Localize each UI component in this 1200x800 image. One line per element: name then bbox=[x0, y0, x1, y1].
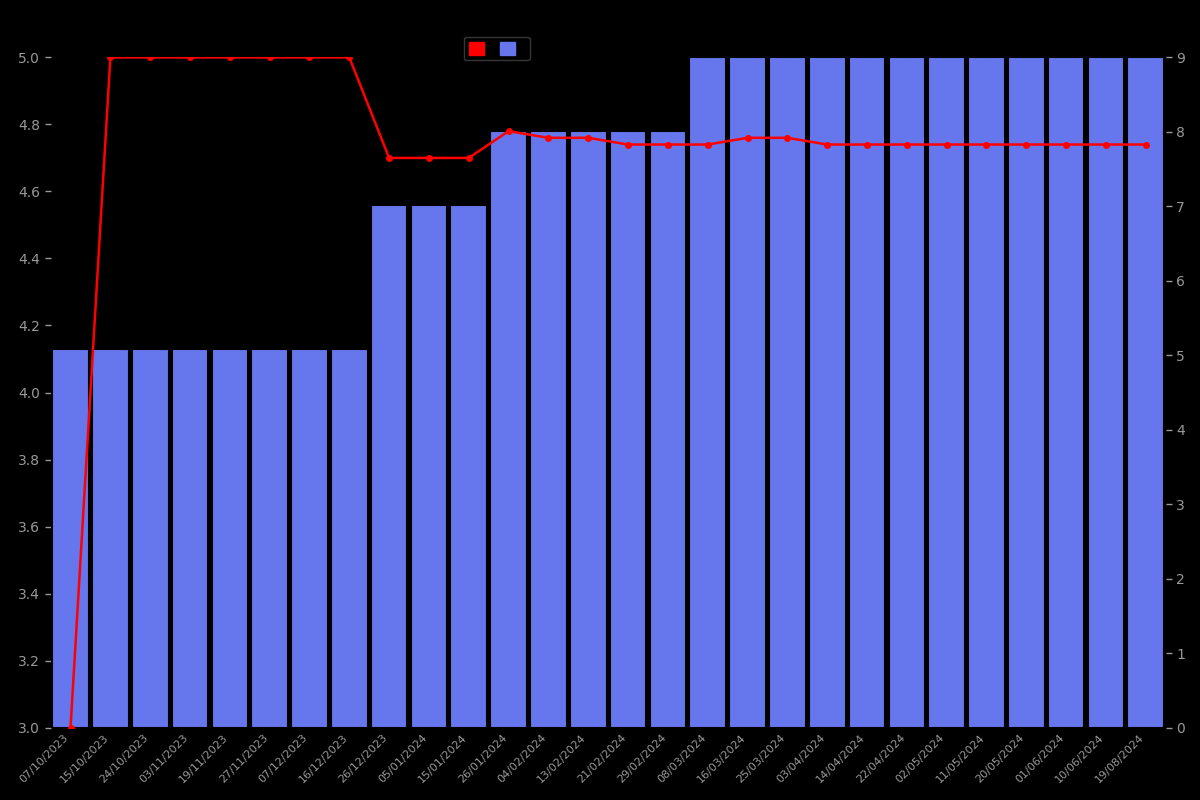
Bar bbox=[769, 58, 805, 728]
Bar bbox=[730, 58, 766, 728]
Bar bbox=[1008, 58, 1045, 728]
Bar bbox=[570, 131, 606, 728]
Bar bbox=[371, 205, 408, 728]
Bar bbox=[292, 349, 328, 728]
Bar bbox=[53, 349, 89, 728]
Bar bbox=[610, 131, 647, 728]
Bar bbox=[450, 205, 487, 728]
Bar bbox=[251, 349, 288, 728]
Bar bbox=[331, 349, 367, 728]
Bar bbox=[888, 58, 925, 728]
Bar bbox=[1087, 58, 1124, 728]
Bar bbox=[929, 58, 965, 728]
Bar bbox=[530, 131, 566, 728]
Bar bbox=[809, 58, 846, 728]
Bar bbox=[172, 349, 209, 728]
Bar bbox=[1048, 58, 1085, 728]
Bar bbox=[848, 58, 886, 728]
Bar bbox=[968, 58, 1004, 728]
Bar bbox=[92, 349, 128, 728]
Bar bbox=[491, 131, 527, 728]
Bar bbox=[410, 205, 448, 728]
Bar bbox=[1128, 58, 1164, 728]
Bar bbox=[211, 349, 248, 728]
Bar bbox=[132, 349, 168, 728]
Bar bbox=[649, 131, 686, 728]
Legend: , : , bbox=[463, 37, 529, 61]
Bar bbox=[690, 58, 726, 728]
